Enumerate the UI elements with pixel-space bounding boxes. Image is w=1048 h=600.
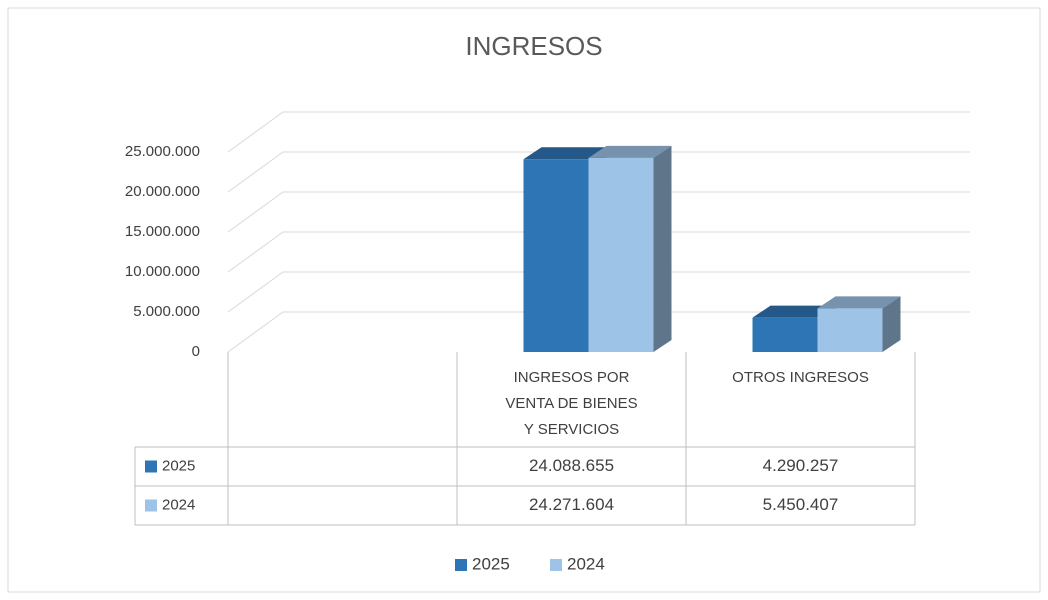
bar-top bbox=[817, 296, 901, 309]
y-tick-label: 10.000.000 bbox=[125, 263, 200, 280]
bar-front bbox=[588, 157, 654, 352]
legend-swatch bbox=[455, 559, 467, 571]
y-tick-label: 0 bbox=[192, 343, 200, 360]
bar-top bbox=[752, 305, 836, 318]
legend-label: 2025 bbox=[472, 554, 510, 573]
bar-front bbox=[752, 317, 818, 352]
y-tick-label: 25.000.000 bbox=[125, 143, 200, 160]
bar-side bbox=[882, 296, 901, 352]
grid-line bbox=[227, 311, 970, 353]
grid-line bbox=[227, 231, 970, 273]
y-tick-label: 20.000.000 bbox=[125, 183, 200, 200]
table-series-name: 2025 bbox=[162, 457, 195, 474]
y-tick-label: 15.000.000 bbox=[125, 223, 200, 240]
x-tick-label: OTROS INGRESOS bbox=[732, 369, 869, 386]
table-legend-swatch bbox=[145, 499, 157, 512]
x-tick-label: INGRESOS POR VENTA DE BIENES Y SERVICIOS bbox=[505, 369, 637, 438]
data-label: 24.271.604 bbox=[529, 495, 614, 514]
bar-side bbox=[653, 145, 672, 352]
bar bbox=[817, 296, 901, 352]
table-series-name: 2024 bbox=[162, 496, 195, 513]
grid-line bbox=[227, 111, 970, 153]
chart-title: INGRESOS bbox=[465, 31, 602, 61]
grid-line bbox=[227, 271, 970, 313]
bar-top bbox=[588, 145, 672, 158]
grid-line bbox=[227, 191, 970, 233]
bar bbox=[588, 145, 672, 352]
grid-line bbox=[227, 151, 970, 193]
data-label: 5.450.407 bbox=[763, 495, 839, 514]
bar-front bbox=[817, 308, 883, 352]
legend-label: 2024 bbox=[567, 554, 605, 573]
y-tick-label: 5.000.000 bbox=[133, 303, 200, 320]
table-legend-swatch bbox=[145, 460, 157, 473]
bar-top bbox=[523, 147, 607, 160]
data-label: 24.088.655 bbox=[529, 456, 614, 475]
bar-front bbox=[523, 159, 589, 352]
legend-swatch bbox=[550, 559, 562, 571]
data-label: 4.290.257 bbox=[763, 456, 839, 475]
